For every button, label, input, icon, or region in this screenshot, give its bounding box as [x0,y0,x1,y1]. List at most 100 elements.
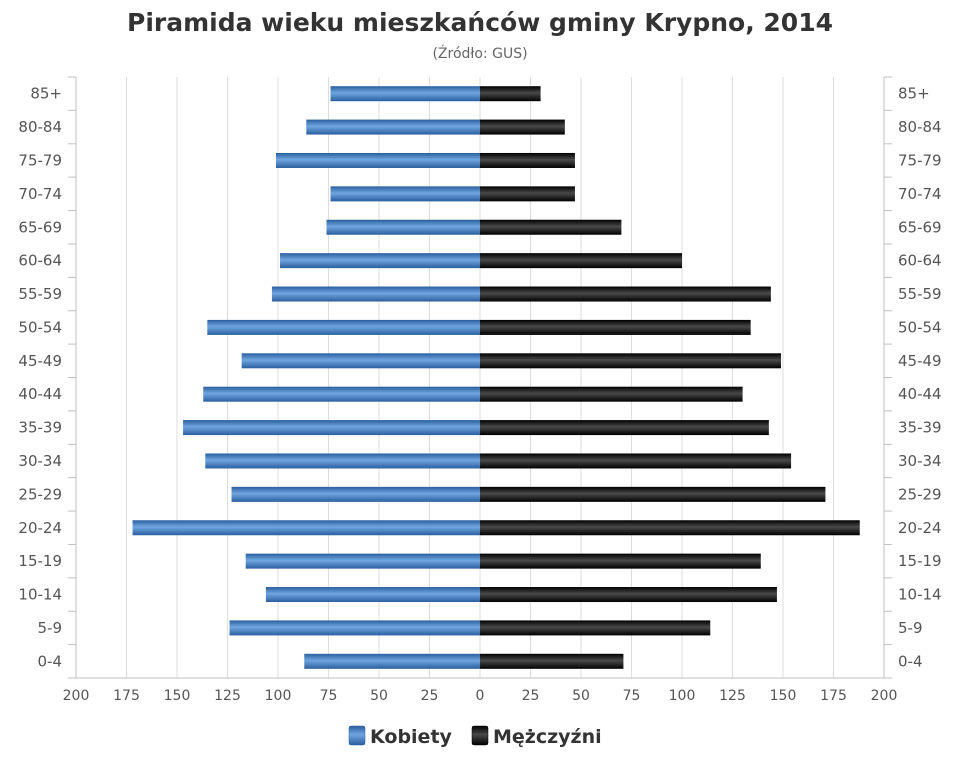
category-label-right: 80-84 [898,118,942,136]
x-tick-label: 75 [623,688,641,704]
category-label-left: 60-64 [18,252,62,270]
bar-mezczyzni-80-84[interactable] [480,119,565,135]
bars [132,86,860,669]
legend-item-mezczyzni[interactable]: Mężczyźni [471,725,602,748]
x-tick-label: 175 [820,688,847,704]
category-label-left: 50-54 [18,318,62,336]
x-tick-label: 50 [370,688,388,704]
category-label-right: 10-14 [898,586,942,604]
bar-mezczyzni-55-59[interactable] [480,286,771,302]
x-tick-label: 100 [265,688,292,704]
bar-kobiety-75-79[interactable] [275,152,480,168]
x-tick-label: 175 [113,688,140,704]
x-tick-label: 50 [572,688,590,704]
bar-kobiety-0-4[interactable] [304,653,480,669]
x-tick-labels: 200 175 150 125 100 75 50 25 0 25 50 75 100 125 150 175… [63,688,898,704]
category-label-left: 35-39 [18,419,62,437]
bar-kobiety-35-39[interactable] [183,420,480,436]
bar-mezczyzni-45-49[interactable] [480,353,781,369]
category-label-right: 65-69 [898,218,942,236]
axes [68,76,892,679]
category-label-right: 75-79 [898,151,942,169]
category-label-right: 20-24 [898,519,942,537]
x-tick-label: 25 [522,688,540,704]
x-tick-label: 200 [63,688,90,704]
bar-mezczyzni-0-4[interactable] [480,653,624,669]
bar-kobiety-55-59[interactable] [271,286,480,302]
bar-kobiety-70-74[interactable] [330,186,480,202]
category-label-right: 35-39 [898,419,942,437]
bar-mezczyzni-30-34[interactable] [480,453,792,469]
legend: Kobiety Mężczyźni [348,725,602,748]
x-tick-label: 100 [669,688,696,704]
category-label-left: 30-34 [18,452,62,470]
category-label-right: 15-19 [898,552,942,570]
legend-label-kobiety: Kobiety [370,726,453,748]
bar-mezczyzni-60-64[interactable] [480,253,682,269]
bar-kobiety-25-29[interactable] [231,486,480,502]
category-label-left: 75-79 [18,151,62,169]
category-label-left: 5-9 [38,619,63,637]
bar-mezczyzni-70-74[interactable] [480,186,575,202]
chart-title: Piramida wieku mieszkańców gminy Krypno,… [127,8,833,37]
legend-swatch-kobiety [348,725,366,746]
category-label-left: 80-84 [18,118,62,136]
category-label-right: 50-54 [898,318,942,336]
bar-mezczyzni-40-44[interactable] [480,386,743,402]
category-label-right: 45-49 [898,352,942,370]
category-label-left: 40-44 [18,385,62,403]
bar-kobiety-30-34[interactable] [205,453,480,469]
legend-label-mezczyzni: Mężczyźni [493,726,602,748]
category-label-left: 70-74 [18,185,62,203]
bar-kobiety-45-49[interactable] [241,353,480,369]
bar-kobiety-85plus[interactable] [330,86,480,102]
bar-kobiety-20-24[interactable] [132,520,480,536]
bar-kobiety-80-84[interactable] [306,119,480,135]
bar-mezczyzni-5-9[interactable] [480,620,711,636]
category-label-left: 85+ [30,85,62,103]
category-label-right: 60-64 [898,252,942,270]
category-label-left: 20-24 [18,519,62,537]
bar-mezczyzni-35-39[interactable] [480,420,769,436]
category-label-right: 0-4 [898,652,923,670]
legend-item-kobiety[interactable]: Kobiety [348,725,453,748]
x-tick-label: 125 [719,688,746,704]
category-label-right: 40-44 [898,385,942,403]
bar-kobiety-40-44[interactable] [203,386,480,402]
bar-kobiety-5-9[interactable] [229,620,480,636]
bar-kobiety-50-54[interactable] [207,319,481,335]
category-label-right: 85+ [898,85,930,103]
category-label-right: 70-74 [898,185,942,203]
bar-kobiety-15-19[interactable] [245,553,480,569]
bar-mezczyzni-20-24[interactable] [480,520,860,536]
category-label-left: 25-29 [18,485,62,503]
bar-kobiety-65-69[interactable] [326,219,480,235]
category-label-left: 45-49 [18,352,62,370]
bar-mezczyzni-25-29[interactable] [480,486,826,502]
category-label-right: 30-34 [898,452,942,470]
bar-mezczyzni-10-14[interactable] [480,587,777,603]
x-tick-label: 0 [476,688,485,704]
legend-swatch-mezczyzni [471,725,489,746]
category-label-left: 10-14 [18,586,62,604]
category-label-right: 5-9 [898,619,923,637]
category-label-left: 65-69 [18,218,62,236]
x-tick-label: 200 [871,688,898,704]
category-label-left: 0-4 [38,652,63,670]
x-tick-label: 75 [320,688,338,704]
category-labels: 85+ 85+ 80-84 80-84 75-79 75-79 70-74 70-74 65-6… [18,85,941,671]
bar-kobiety-60-64[interactable] [280,253,480,269]
category-label-right: 25-29 [898,485,942,503]
x-tick-label: 150 [770,688,797,704]
x-tick-label: 150 [164,688,191,704]
category-label-left: 15-19 [18,552,62,570]
bar-mezczyzni-85plus[interactable] [480,86,541,102]
bar-mezczyzni-50-54[interactable] [480,319,751,335]
x-tick-label: 125 [214,688,241,704]
bar-kobiety-10-14[interactable] [265,587,480,603]
x-tick-label: 25 [421,688,439,704]
bar-mezczyzni-75-79[interactable] [480,152,575,168]
bar-mezczyzni-15-19[interactable] [480,553,761,569]
bar-mezczyzni-65-69[interactable] [480,219,622,235]
